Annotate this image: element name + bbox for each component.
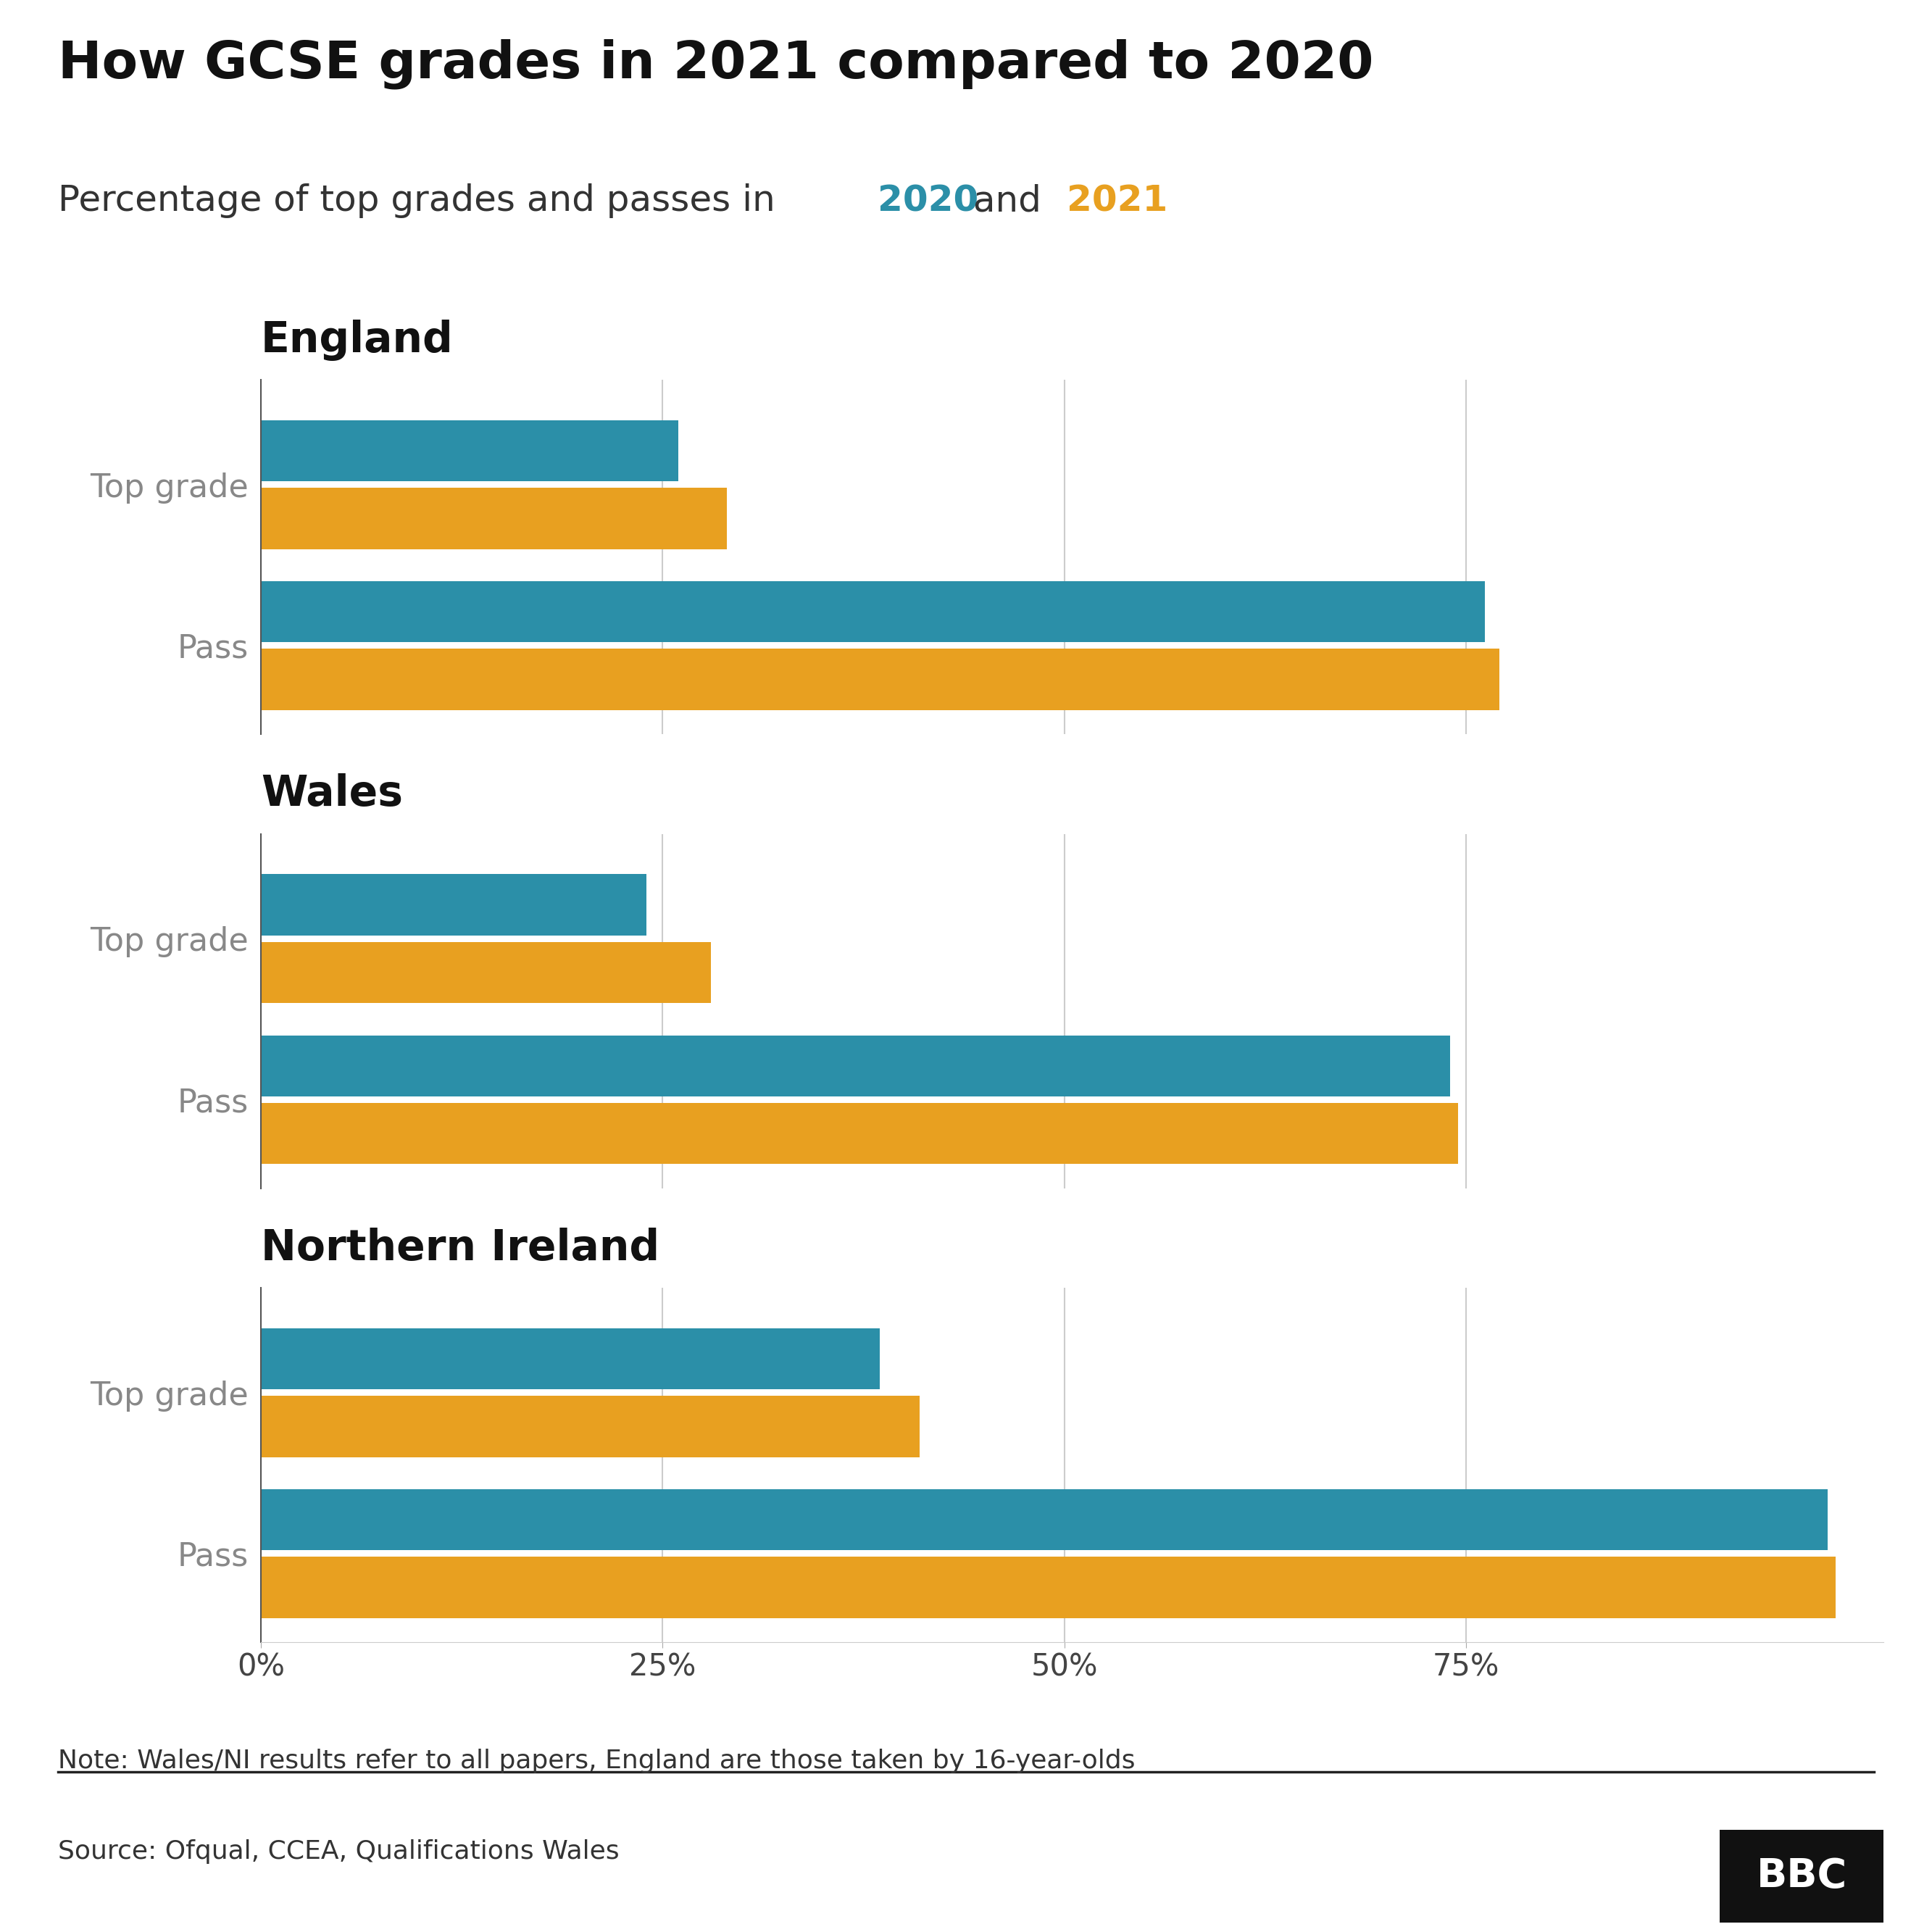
Text: How GCSE grades in 2021 compared to 2020: How GCSE grades in 2021 compared to 2020 bbox=[58, 39, 1374, 89]
Bar bbox=[261, 875, 647, 935]
Bar bbox=[261, 1329, 879, 1389]
Text: 2021: 2021 bbox=[1066, 184, 1167, 218]
Bar bbox=[261, 1490, 1828, 1551]
Text: England: England bbox=[261, 319, 454, 361]
Bar bbox=[261, 582, 1486, 643]
Text: Percentage of top grades and passes in: Percentage of top grades and passes in bbox=[58, 184, 786, 218]
Text: Source: Ofqual, CCEA, Qualifications Wales: Source: Ofqual, CCEA, Qualifications Wal… bbox=[58, 1839, 620, 1864]
Bar bbox=[261, 489, 726, 549]
Bar bbox=[261, 1397, 920, 1457]
Text: BBC: BBC bbox=[1756, 1857, 1847, 1895]
Bar bbox=[261, 1103, 1459, 1165]
Text: Northern Ireland: Northern Ireland bbox=[261, 1227, 659, 1269]
Bar bbox=[261, 943, 711, 1003]
Bar bbox=[261, 1036, 1449, 1097]
Bar bbox=[261, 1557, 1835, 1619]
Text: and: and bbox=[962, 184, 1053, 218]
Bar bbox=[261, 421, 678, 481]
Text: Wales: Wales bbox=[261, 773, 404, 815]
Bar bbox=[261, 649, 1499, 711]
Text: 2020: 2020 bbox=[877, 184, 978, 218]
Text: Note: Wales/NI results refer to all papers, England are those taken by 16-year-o: Note: Wales/NI results refer to all pape… bbox=[58, 1748, 1136, 1774]
